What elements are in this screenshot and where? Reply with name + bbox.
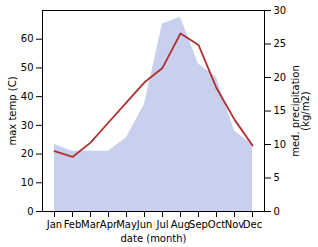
svg-text:0: 0: [274, 206, 280, 217]
svg-text:Jun: Jun: [136, 219, 153, 230]
svg-text:Sep: Sep: [189, 219, 208, 230]
svg-text:max temp (C): max temp (C): [7, 76, 18, 145]
svg-text:15: 15: [274, 105, 287, 116]
svg-text:May: May: [116, 219, 137, 230]
svg-text:Mar: Mar: [81, 219, 101, 230]
svg-text:Jan: Jan: [46, 219, 62, 230]
svg-text:20: 20: [274, 72, 287, 83]
svg-text:0: 0: [27, 206, 33, 217]
svg-text:med. precipitation(kg/m2): med. precipitation(kg/m2): [290, 65, 311, 157]
svg-text:30: 30: [21, 120, 34, 131]
svg-text:Jul: Jul: [155, 219, 168, 230]
svg-text:10: 10: [21, 177, 34, 188]
svg-text:Aug: Aug: [171, 219, 191, 230]
svg-text:Dec: Dec: [243, 219, 262, 230]
svg-text:Oct: Oct: [208, 219, 225, 230]
svg-text:20: 20: [21, 148, 34, 159]
svg-text:date (month): date (month): [121, 233, 187, 244]
svg-text:40: 40: [21, 91, 34, 102]
svg-text:5: 5: [274, 172, 280, 183]
svg-text:Apr: Apr: [99, 218, 118, 230]
svg-text:Feb: Feb: [64, 219, 82, 230]
svg-text:Nov: Nov: [225, 219, 245, 230]
svg-text:50: 50: [21, 62, 34, 73]
svg-text:25: 25: [274, 38, 287, 49]
svg-text:30: 30: [274, 5, 287, 16]
svg-text:60: 60: [21, 33, 34, 44]
svg-text:10: 10: [274, 139, 287, 150]
